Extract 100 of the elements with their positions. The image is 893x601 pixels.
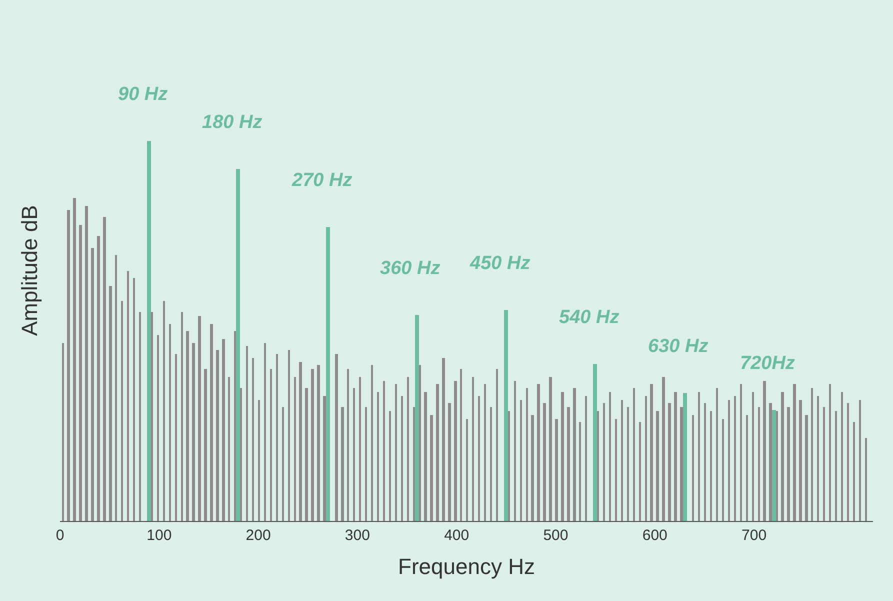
bar — [668, 403, 671, 521]
x-tick-label: 100 — [146, 527, 172, 544]
bar — [650, 384, 653, 521]
bar — [67, 210, 70, 521]
bar — [627, 407, 629, 521]
bar — [264, 343, 266, 521]
bar — [79, 225, 82, 521]
bar — [133, 278, 135, 521]
bar — [633, 388, 635, 521]
bar — [537, 384, 540, 521]
bar — [383, 381, 385, 521]
annotation: 180 Hz — [202, 112, 263, 133]
bar — [746, 415, 748, 521]
bar — [288, 350, 290, 521]
bar — [181, 312, 183, 521]
bar — [415, 315, 419, 521]
bar — [478, 396, 480, 521]
bar — [603, 403, 605, 521]
bar — [97, 236, 100, 521]
bar — [573, 388, 576, 521]
bar — [151, 312, 153, 521]
bar — [365, 407, 367, 521]
bar — [680, 407, 683, 521]
bar — [543, 403, 546, 521]
bar — [758, 407, 760, 521]
bar — [371, 365, 373, 521]
annotation: 720Hz — [740, 353, 796, 374]
bar — [282, 407, 284, 521]
bar — [763, 381, 766, 521]
bar — [121, 301, 123, 521]
bar — [442, 358, 445, 521]
bar — [621, 400, 623, 521]
bar — [163, 301, 165, 521]
bar — [317, 365, 320, 521]
annotation: 270 Hz — [291, 170, 353, 191]
bar — [413, 407, 415, 521]
bar — [472, 377, 474, 521]
bar — [805, 415, 808, 521]
annotation: 630 Hz — [648, 336, 709, 357]
bar — [561, 392, 564, 521]
bar — [579, 422, 581, 521]
bar — [204, 369, 207, 521]
x-tick-label: 500 — [543, 527, 568, 544]
x-tick-label: 400 — [444, 527, 470, 544]
bar — [504, 310, 508, 521]
bar — [91, 248, 94, 521]
bar — [252, 358, 254, 521]
bar — [817, 396, 819, 521]
bar — [781, 392, 784, 521]
bar — [169, 324, 171, 521]
bar — [186, 331, 189, 521]
bar — [103, 217, 106, 521]
bar — [639, 422, 641, 521]
bar — [240, 388, 242, 521]
annotation: 360 Hz — [380, 258, 441, 279]
bar — [823, 407, 825, 521]
bar — [430, 415, 433, 521]
annotation: 540 Hz — [559, 307, 620, 328]
bar — [353, 388, 355, 521]
bar — [656, 411, 659, 521]
bar — [454, 381, 457, 521]
bar — [484, 384, 486, 521]
bar — [734, 396, 736, 521]
bar — [62, 343, 64, 521]
bar — [341, 407, 344, 521]
x-axis-title: Frequency Hz — [398, 554, 535, 579]
bar — [567, 407, 570, 521]
bar — [496, 369, 498, 521]
bar — [859, 400, 861, 521]
bar — [73, 198, 76, 521]
bar — [234, 331, 236, 521]
bar — [793, 384, 796, 521]
bar — [448, 403, 451, 521]
bar — [722, 419, 724, 521]
bar — [323, 396, 326, 521]
bar — [228, 377, 230, 521]
bar — [508, 411, 510, 521]
bar — [555, 419, 558, 521]
bar — [424, 392, 427, 521]
bar — [270, 369, 272, 521]
y-axis-title: Amplitude dB — [16, 205, 42, 336]
bar — [609, 392, 611, 521]
bar — [389, 411, 391, 521]
bar — [436, 384, 439, 521]
bar — [549, 377, 552, 521]
bar — [752, 392, 754, 521]
x-tick-label: 300 — [344, 527, 370, 544]
bar — [520, 400, 522, 521]
bar — [246, 346, 248, 521]
bar — [531, 415, 534, 521]
bar — [216, 350, 219, 521]
x-tick-label: 700 — [742, 527, 767, 544]
bar — [585, 396, 587, 521]
bar — [847, 403, 849, 521]
bar — [787, 407, 790, 521]
bar — [258, 400, 260, 521]
bar — [147, 141, 151, 521]
bar — [645, 396, 647, 521]
bar — [597, 411, 599, 521]
bar — [407, 377, 409, 521]
